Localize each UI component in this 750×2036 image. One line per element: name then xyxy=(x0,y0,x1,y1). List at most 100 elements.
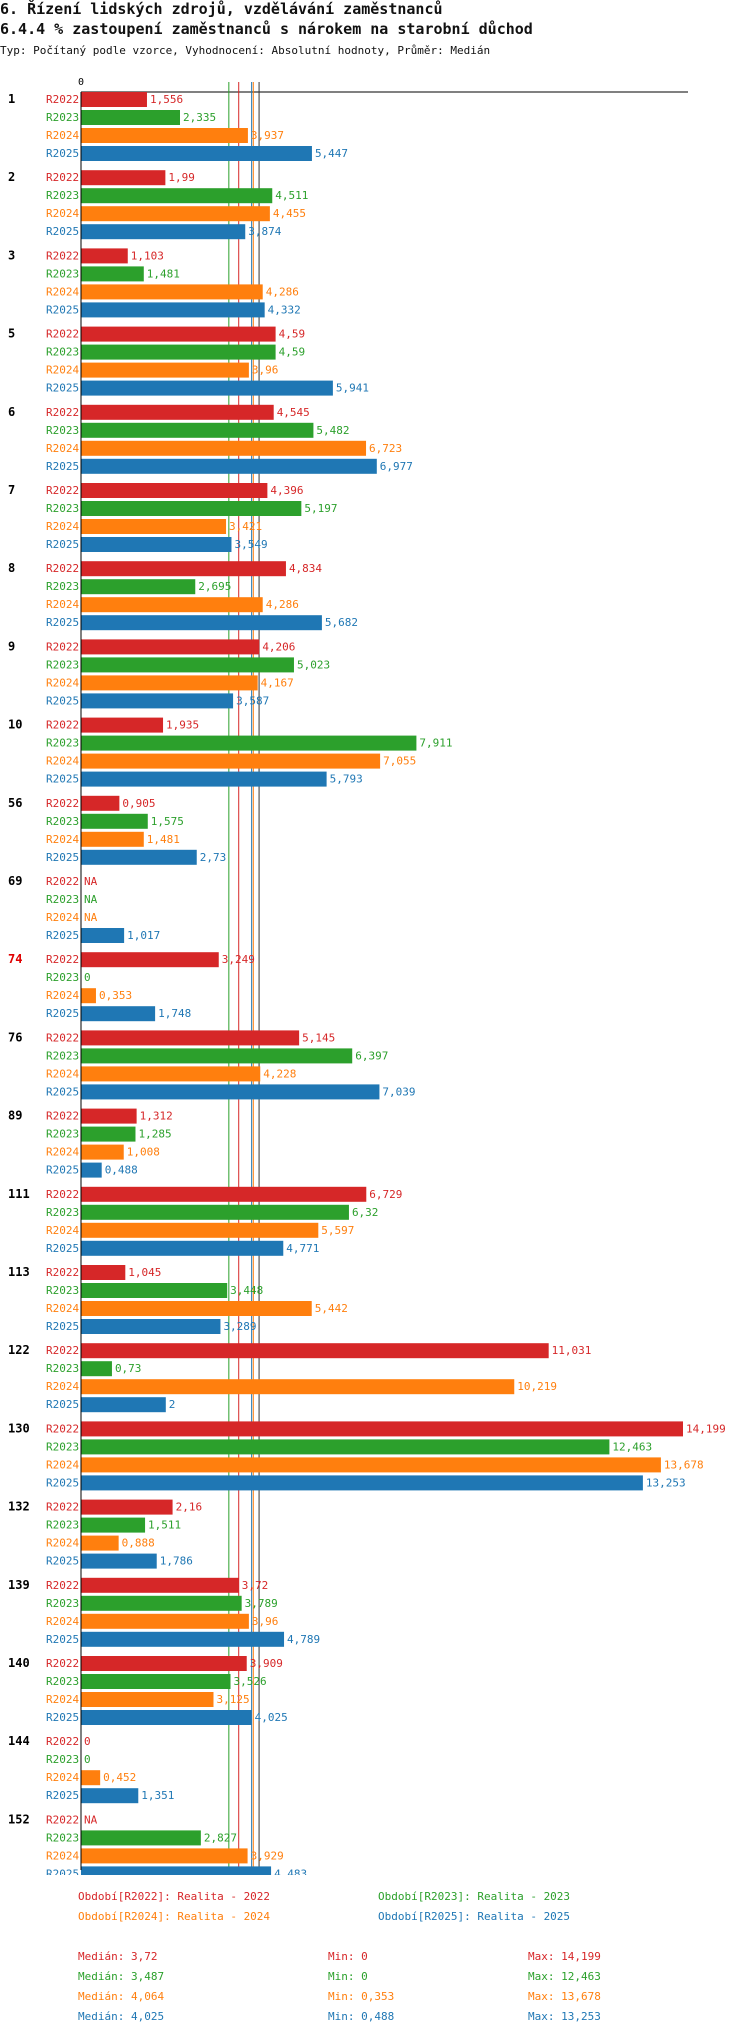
series-label: R2023 xyxy=(46,1753,79,1766)
series-label: R2023 xyxy=(46,1831,79,1844)
stat-max-r2022: Max: 14,199 xyxy=(528,1950,601,1963)
series-label: R2025 xyxy=(46,1555,79,1568)
value-label: 3,874 xyxy=(248,225,281,238)
bar-89-r2023 xyxy=(81,1126,136,1142)
series-label: R2024 xyxy=(46,207,79,220)
bar-9-r2023 xyxy=(81,657,294,673)
series-label: R2023 xyxy=(46,346,79,359)
value-label: 1,045 xyxy=(128,1266,161,1279)
bar-8-r2025 xyxy=(81,615,322,631)
series-label: R2024 xyxy=(46,598,79,611)
value-label: 0,452 xyxy=(103,1771,136,1784)
series-label: R2024 xyxy=(46,833,79,846)
series-label: R2024 xyxy=(46,129,79,142)
stat-min-r2023: Min: 0 xyxy=(328,1970,368,1983)
bar-2-r2024 xyxy=(81,206,270,222)
value-label: 1,935 xyxy=(166,719,199,732)
bar-6-r2024 xyxy=(81,440,367,456)
value-label: 4,511 xyxy=(275,189,308,202)
value-label: 4,789 xyxy=(287,1633,320,1646)
series-label: R2022 xyxy=(46,406,79,419)
series-label: R2023 xyxy=(46,658,79,671)
value-label: 1,481 xyxy=(147,833,180,846)
bar-56-r2025 xyxy=(81,849,197,865)
series-label: R2024 xyxy=(46,1224,79,1237)
bar-5-r2022 xyxy=(81,326,276,342)
series-label: R2025 xyxy=(46,460,79,473)
group-label-56: 56 xyxy=(8,796,22,810)
series-label: R2025 xyxy=(46,303,79,316)
group-label-144: 144 xyxy=(8,1734,30,1748)
bar-76-r2022 xyxy=(81,1030,300,1046)
bar-139-r2025 xyxy=(81,1631,285,1647)
bar-130-r2022 xyxy=(81,1421,683,1437)
series-label: R2022 xyxy=(46,1579,79,1592)
value-label: 4,286 xyxy=(266,285,299,298)
value-label: 2,16 xyxy=(176,1501,203,1514)
series-label: R2023 xyxy=(46,1597,79,1610)
value-label: 4,59 xyxy=(279,346,306,359)
value-label: 0,888 xyxy=(122,1537,155,1550)
bar-56-r2024 xyxy=(81,831,144,847)
value-label: 5,447 xyxy=(315,147,348,160)
bar-139-r2022 xyxy=(81,1577,239,1593)
bar-152-r2025 xyxy=(81,1866,272,1875)
series-label: R2023 xyxy=(46,580,79,593)
bar-6-r2025 xyxy=(81,458,377,474)
series-label: R2023 xyxy=(46,424,79,437)
legend-item-r2025: Období[R2025]: Realita - 2025 xyxy=(378,1910,571,1923)
series-label: R2025 xyxy=(46,1476,79,1489)
bar-9-r2022 xyxy=(81,639,260,655)
group-label-5: 5 xyxy=(8,327,15,341)
value-label: 4,286 xyxy=(266,598,299,611)
value-label: 1,017 xyxy=(127,929,160,942)
bar-74-r2024 xyxy=(81,988,96,1004)
bar-76-r2024 xyxy=(81,1066,261,1082)
series-label: R2023 xyxy=(46,737,79,750)
group-label-7: 7 xyxy=(8,483,15,497)
series-label: R2022 xyxy=(46,640,79,653)
bar-5-r2025 xyxy=(81,380,333,396)
axis-zero-label: 0 xyxy=(78,77,84,88)
series-label: R2024 xyxy=(46,364,79,377)
series-label: R2023 xyxy=(46,189,79,202)
series-label: R2025 xyxy=(46,1711,79,1724)
bar-111-r2022 xyxy=(81,1186,367,1202)
series-label: R2024 xyxy=(46,520,79,533)
bar-10-r2022 xyxy=(81,717,164,733)
value-label: 6,729 xyxy=(369,1188,402,1201)
bar-56-r2023 xyxy=(81,813,148,829)
series-label: R2025 xyxy=(46,851,79,864)
value-label: 3,937 xyxy=(251,129,284,142)
series-label: R2025 xyxy=(46,538,79,551)
series-label: R2023 xyxy=(46,1362,79,1375)
value-label: 0 xyxy=(84,1735,91,1748)
value-label: 3,421 xyxy=(229,520,262,533)
series-label: R2023 xyxy=(46,1128,79,1141)
series-label: R2022 xyxy=(46,1657,79,1670)
value-label: 0 xyxy=(84,1753,91,1766)
group-label-140: 140 xyxy=(8,1656,30,1670)
value-label: 0,905 xyxy=(122,797,155,810)
series-label: R2024 xyxy=(46,285,79,298)
value-label: 6,32 xyxy=(352,1206,379,1219)
series-label: R2024 xyxy=(46,1146,79,1159)
stat-median-r2023: Medián: 3,487 xyxy=(78,1970,165,1983)
bar-113-r2024 xyxy=(81,1301,312,1316)
bar-10-r2024 xyxy=(81,753,381,769)
series-label: R2022 xyxy=(46,1422,79,1435)
stat-max-r2024: Max: 13,678 xyxy=(528,1990,601,2003)
value-label: NA xyxy=(84,911,98,924)
chart-type-info: Typ: Počítaný podle vzorce, Vyhodnocení:… xyxy=(0,44,491,57)
bar-3-r2024 xyxy=(81,284,263,300)
group-label-76: 76 xyxy=(8,1030,22,1044)
value-label: 1,748 xyxy=(158,1007,191,1020)
bar-3-r2025 xyxy=(81,302,265,318)
bar-2-r2025 xyxy=(81,224,246,240)
bar-1-r2024 xyxy=(81,128,248,143)
bar-122-r2024 xyxy=(81,1379,515,1395)
value-label: 1,511 xyxy=(148,1519,181,1532)
value-label: 3,289 xyxy=(223,1320,256,1333)
bar-130-r2023 xyxy=(81,1439,610,1455)
series-label: R2024 xyxy=(46,1458,79,1471)
